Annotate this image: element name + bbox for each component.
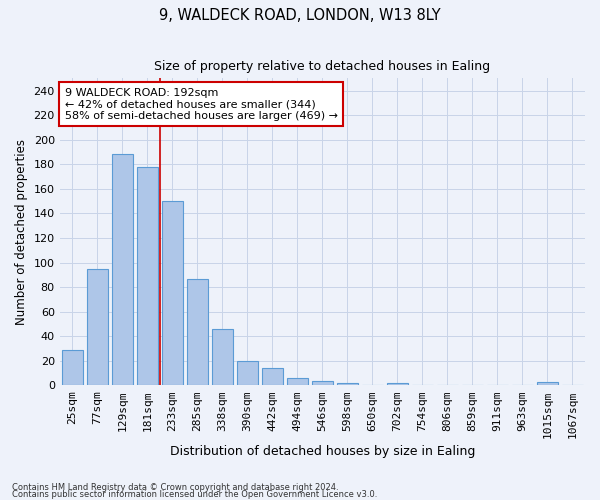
Bar [187,278,208,386]
Text: Contains public sector information licensed under the Open Government Licence v3: Contains public sector information licen… [12,490,377,499]
X-axis label: Distribution of detached houses by size in Ealing: Distribution of detached houses by size … [170,444,475,458]
Text: Contains HM Land Registry data © Crown copyright and database right 2024.: Contains HM Land Registry data © Crown c… [12,484,338,492]
Title: Size of property relative to detached houses in Ealing: Size of property relative to detached ho… [154,60,490,73]
Bar [236,361,258,386]
Bar [86,268,108,386]
Bar [337,383,358,386]
Bar [112,154,133,386]
Y-axis label: Number of detached properties: Number of detached properties [15,139,28,325]
Text: 9 WALDECK ROAD: 192sqm
← 42% of detached houses are smaller (344)
58% of semi-de: 9 WALDECK ROAD: 192sqm ← 42% of detached… [65,88,338,120]
Bar [137,167,158,386]
Bar [62,350,83,386]
Bar [212,329,233,386]
Bar [312,380,333,386]
Bar [287,378,308,386]
Bar [387,383,408,386]
Bar [161,201,183,386]
Text: 9, WALDECK ROAD, LONDON, W13 8LY: 9, WALDECK ROAD, LONDON, W13 8LY [159,8,441,22]
Bar [262,368,283,386]
Bar [537,382,558,386]
